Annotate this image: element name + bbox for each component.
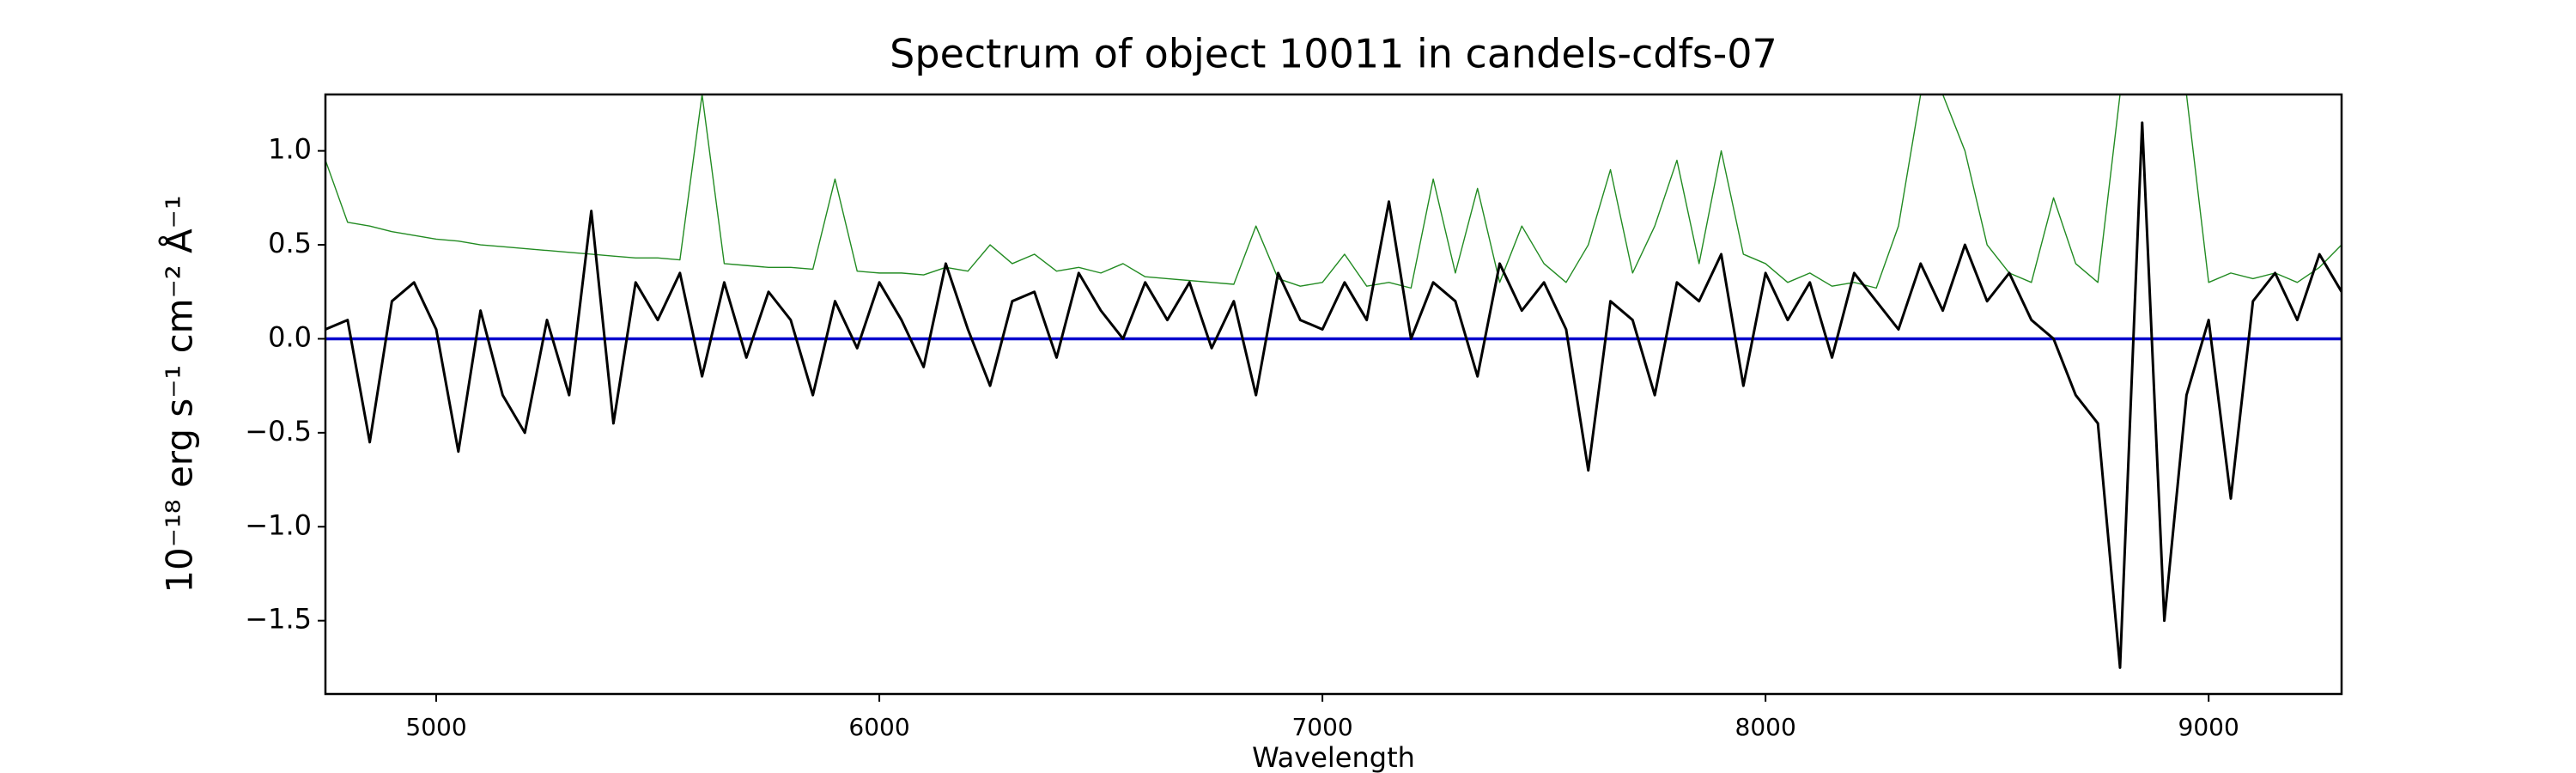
y-tick-label: −1.0 — [245, 508, 312, 541]
plot-area — [325, 94, 2342, 669]
y-tick-label: −0.5 — [245, 415, 312, 447]
y-tick-label: 0.5 — [268, 227, 312, 259]
spectrum-line — [325, 121, 2342, 669]
x-tick-label: 6000 — [848, 713, 909, 741]
y-tick-label: −1.5 — [245, 603, 312, 636]
y-tick-label: 0.0 — [268, 320, 312, 353]
x-tick-label: 8000 — [1735, 713, 1796, 741]
x-tick-label: 5000 — [405, 713, 466, 741]
y-tick-label: 1.0 — [268, 133, 312, 166]
plot-frame — [324, 93, 2343, 696]
x-tick-label: 9000 — [2178, 713, 2239, 741]
y-axis-label: 10⁻¹⁸ erg s⁻¹ cm⁻² Å⁻¹ — [158, 195, 201, 593]
spectrum-line — [325, 94, 2342, 289]
chart-title: Spectrum of object 10011 in candels-cdfs… — [890, 31, 1777, 77]
x-axis-label: Wavelength — [1252, 741, 1415, 773]
x-tick-label: 7000 — [1291, 713, 1352, 741]
